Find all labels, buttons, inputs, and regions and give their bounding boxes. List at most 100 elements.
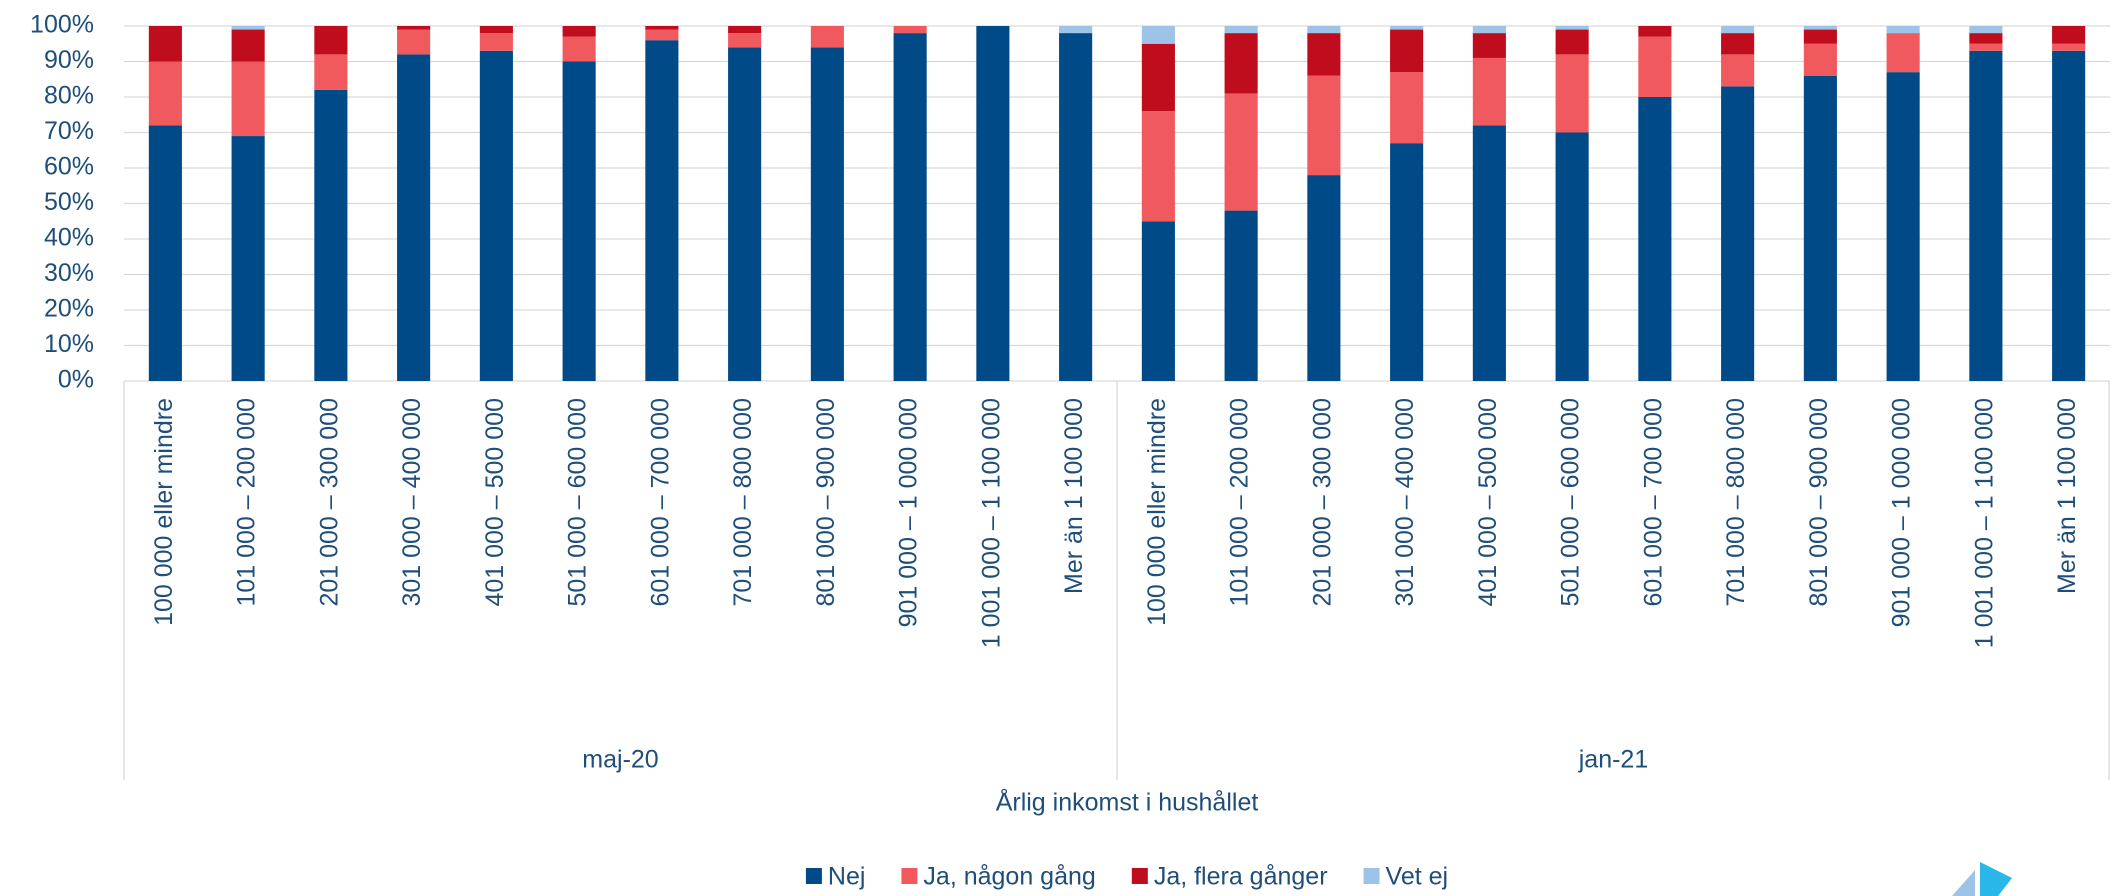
bar-segment: [1307, 175, 1341, 381]
y-tick-label: 40%: [44, 224, 94, 252]
bar-segment: [1141, 221, 1175, 381]
x-tick-label: 201 000 – 300 000: [1308, 398, 1336, 607]
bar-segment: [810, 47, 844, 382]
bar-segment: [2052, 50, 2086, 381]
bar-segment: [1224, 26, 1258, 34]
legend-label: Vet ej: [1386, 863, 1449, 891]
bar-segment: [1803, 29, 1837, 44]
bar-segment: [1721, 54, 1755, 87]
bar-segment: [1969, 43, 2003, 51]
x-tick-label: 801 000 – 900 000: [812, 398, 840, 607]
y-tick-label: 10%: [44, 330, 94, 358]
bar-segment: [1390, 29, 1424, 73]
bar-segment: [893, 26, 927, 34]
bar-segment: [1969, 33, 2003, 44]
legend-label: Ja, någon gång: [923, 863, 1095, 891]
bar-segment: [1886, 33, 1920, 73]
bar-segment: [1390, 72, 1424, 144]
x-tick-label: 1 001 000 – 1 100 000: [1970, 398, 1998, 648]
bar-segment: [976, 26, 1010, 381]
bar-segment: [1390, 26, 1424, 30]
legend-swatch: [1363, 868, 1380, 884]
y-tick-label: 100%: [30, 11, 94, 39]
bar-segment: [1141, 43, 1175, 112]
bar-segment: [1472, 125, 1506, 382]
bar-segment: [810, 26, 844, 48]
bar-segment: [1886, 26, 1920, 34]
bar-segment: [479, 50, 513, 381]
x-tick-label: 601 000 – 700 000: [1639, 398, 1667, 607]
bar-segment: [1224, 33, 1258, 94]
bar-segment: [148, 26, 182, 62]
y-tick-label: 90%: [44, 46, 94, 74]
bar-segment: [1555, 54, 1589, 133]
bar-segment: [2052, 43, 2086, 51]
x-tick-label: 301 000 – 400 000: [398, 398, 426, 607]
x-tick-label: 100 000 eller mindre: [150, 398, 178, 626]
bar-segment: [2052, 26, 2086, 44]
x-tick-label: 801 000 – 900 000: [1805, 398, 1833, 607]
bar-segment: [314, 26, 348, 55]
bar-segment: [728, 26, 762, 34]
bar-segment: [1555, 29, 1589, 55]
bar-segment: [728, 33, 762, 48]
legend-swatch: [901, 868, 918, 884]
bar-segment: [645, 26, 679, 30]
x-tick-label: 101 000 – 200 000: [233, 398, 261, 607]
group-label: maj-20: [582, 746, 658, 774]
legend-label: Nej: [828, 863, 866, 891]
bar-segment: [397, 26, 431, 30]
bar-segment: [1059, 33, 1093, 381]
x-tick-label: Mer än 1 100 000: [2053, 398, 2081, 594]
bar-segment: [562, 36, 596, 62]
x-tick-label: 701 000 – 800 000: [1722, 398, 1750, 607]
bar-segment: [1141, 26, 1175, 44]
bar-segment: [1638, 97, 1672, 381]
x-tick-label: 1 001 000 – 1 100 000: [977, 398, 1005, 648]
y-tick-label: 70%: [44, 117, 94, 145]
bar-segment: [397, 54, 431, 382]
bar-segment: [1721, 86, 1755, 381]
bar-segment: [1472, 26, 1506, 34]
bar-segment: [231, 61, 265, 137]
bar-segment: [479, 26, 513, 34]
y-tick-label: 80%: [44, 82, 94, 110]
bar-segment: [1141, 111, 1175, 222]
x-tick-label: 901 000 – 1 000 000: [895, 398, 923, 627]
bar-segment: [231, 136, 265, 381]
x-tick-label: 401 000 – 500 000: [1474, 398, 1502, 607]
bar-segment: [1307, 75, 1341, 176]
bar-segment: [1555, 132, 1589, 381]
x-tick-label: 101 000 – 200 000: [1226, 398, 1254, 607]
bar-segment: [314, 54, 348, 90]
bar-segment: [1472, 33, 1506, 58]
bar-segment: [728, 47, 762, 382]
bar-segment: [1886, 72, 1920, 382]
group-label: jan-21: [1578, 746, 1649, 774]
x-tick-label: 301 000 – 400 000: [1391, 398, 1419, 607]
bar-segment: [1638, 26, 1672, 37]
x-tick-label: 601 000 – 700 000: [646, 398, 674, 607]
x-tick-label: 201 000 – 300 000: [315, 398, 343, 607]
bar-segment: [1969, 50, 2003, 381]
bar-segment: [1803, 26, 1837, 30]
legend-swatch: [1131, 868, 1148, 884]
y-tick-label: 30%: [44, 259, 94, 287]
bar-segment: [314, 89, 348, 382]
bar-segment: [562, 26, 596, 37]
y-tick-label: 50%: [44, 188, 94, 216]
bar-segment: [1224, 93, 1258, 211]
bar-segment: [1390, 143, 1424, 381]
y-tick-label: 20%: [44, 295, 94, 323]
x-tick-label: 401 000 – 500 000: [481, 398, 509, 607]
bar-segment: [1721, 26, 1755, 34]
legend-swatch: [805, 868, 822, 884]
bar-segment: [1969, 26, 2003, 34]
bar-segment: [1555, 26, 1589, 30]
bar-segment: [1472, 57, 1506, 126]
x-axis-title: Årlig inkomst i hushållet: [996, 787, 1259, 817]
bar-segment: [231, 26, 265, 30]
x-tick-label: 701 000 – 800 000: [729, 398, 757, 607]
bar-segment: [479, 33, 513, 51]
